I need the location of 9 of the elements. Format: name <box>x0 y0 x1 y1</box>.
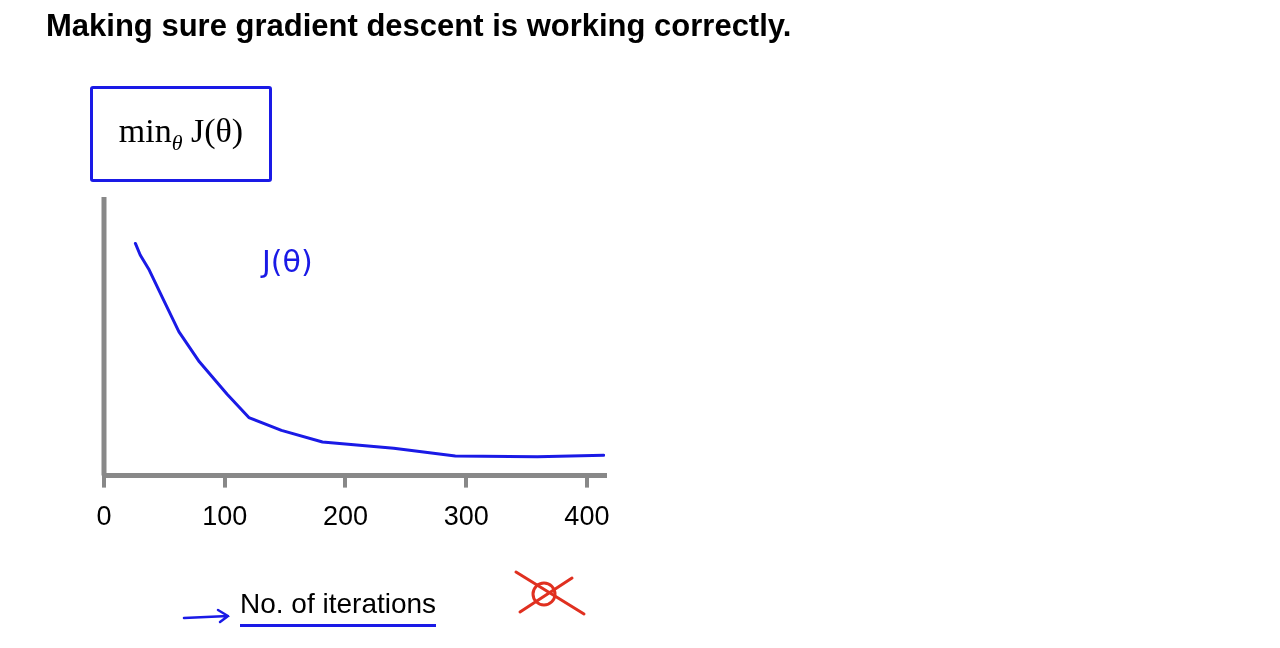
chart-title: Making sure gradient descent is working correctly. <box>46 8 792 44</box>
x-tick-label: 100 <box>202 501 248 532</box>
x-tick-label: 0 <box>96 501 112 532</box>
text: min$_{θ}$ J(θ) <box>118 112 244 156</box>
x-tick-label: 200 <box>322 501 368 532</box>
x-axis-title: No. of iterations <box>240 588 437 627</box>
x-tick-label: 400 <box>564 501 610 532</box>
text: J(θ) <box>262 244 313 279</box>
x-tick-label: 300 <box>443 501 489 532</box>
